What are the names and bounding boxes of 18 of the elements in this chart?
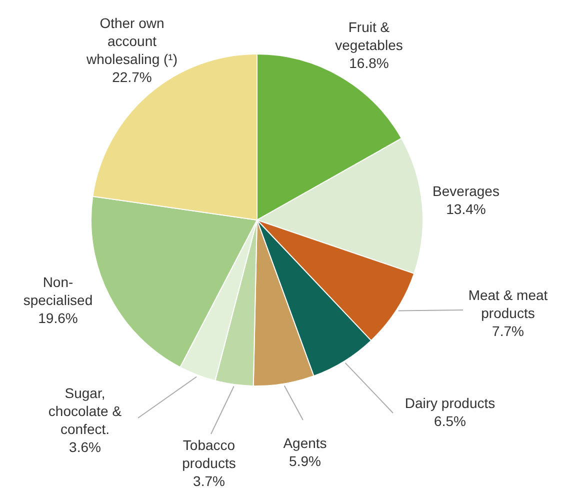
data-label: 19.6% bbox=[38, 310, 78, 326]
slice-label: Fruit & vegetables bbox=[335, 19, 403, 53]
slice-label: Beverages bbox=[432, 183, 500, 199]
slice-label: Agents bbox=[283, 435, 327, 451]
data-label: 3.7% bbox=[193, 473, 225, 489]
slice-label: Other own account wholesaling (¹) bbox=[85, 15, 178, 67]
data-label: 5.9% bbox=[289, 453, 321, 469]
data-label: 6.5% bbox=[434, 413, 466, 429]
data-label: 3.6% bbox=[69, 439, 101, 455]
data-label: 22.7% bbox=[112, 69, 152, 85]
slice-label: Tobacco products bbox=[182, 437, 236, 471]
data-label: 16.8% bbox=[349, 55, 389, 71]
data-label: 13.4% bbox=[446, 201, 486, 217]
slice-label: Sugar, chocolate & confect. bbox=[48, 385, 122, 437]
slice-label: Non-specialised bbox=[23, 274, 93, 308]
data-label: 7.7% bbox=[492, 323, 524, 339]
slice-label: Dairy products bbox=[404, 395, 496, 411]
slice-label: Meat & meat products bbox=[468, 287, 548, 321]
